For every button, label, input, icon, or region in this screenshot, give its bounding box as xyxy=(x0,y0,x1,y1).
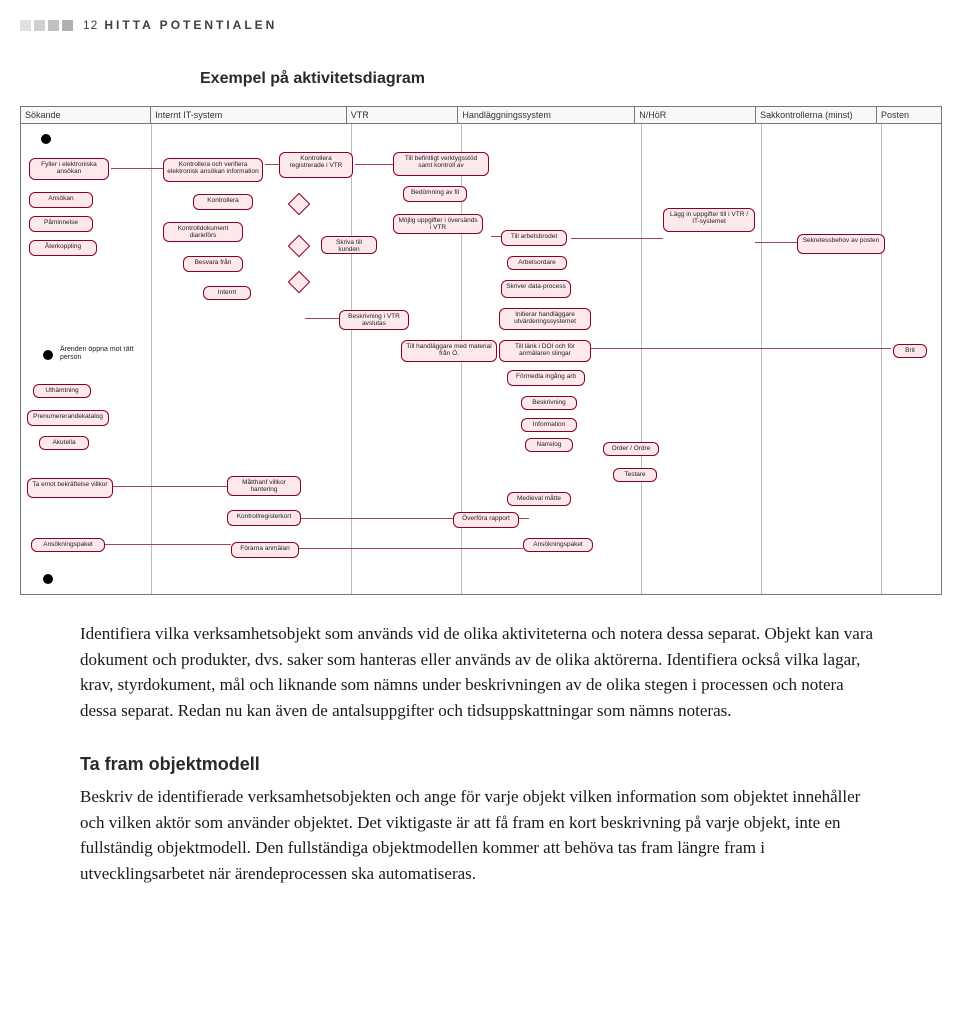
activity-node: Kontrollera xyxy=(193,194,253,210)
lane-divider xyxy=(761,124,762,594)
swimlane-header: Posten xyxy=(877,107,941,123)
activity-node: Ansökan xyxy=(29,192,93,208)
activity-node: Överföra rapport xyxy=(453,512,519,528)
activity-node: Ansökningspaket xyxy=(523,538,593,552)
connector xyxy=(491,236,501,237)
connector xyxy=(305,318,339,319)
paragraph-2: Beskriv de identifierade verksamhetsobje… xyxy=(80,784,880,886)
connector xyxy=(571,238,663,239)
activity-node: Kontrollera registrerade i VTR xyxy=(279,152,353,178)
activity-node: Bedömning av fil xyxy=(403,186,467,202)
activity-node: Till arbetsbrodet xyxy=(501,230,567,246)
activity-node: Brit xyxy=(893,344,927,358)
section-label: HITTA POTENTIALEN xyxy=(104,18,277,32)
activity-node: Påminnelse xyxy=(29,216,93,232)
header-square xyxy=(34,20,45,31)
connector xyxy=(113,486,227,487)
lane-divider xyxy=(641,124,642,594)
activity-node: Beskrivning xyxy=(521,396,577,410)
activity-node: Till länk i DOI och för anmälaren slinga… xyxy=(499,340,591,362)
activity-node: Fyller i elektroniska ansökan xyxy=(29,158,109,180)
activity-node: Narrelog xyxy=(525,438,573,452)
connector xyxy=(299,548,523,549)
header-square xyxy=(48,20,59,31)
swimlane-header: Internt IT-system xyxy=(151,107,347,123)
activity-node: Till handläggare med material från Ö. xyxy=(401,340,497,362)
activity-node: Möjlig uppgifter i översänds i VTR xyxy=(393,214,483,234)
running-header: 12 HITTA POTENTIALEN xyxy=(20,18,880,32)
activity-node: Till befintligt verktygsstöd samt kontro… xyxy=(393,152,489,176)
activity-node: Initierar handläggare utvärderingssystem… xyxy=(499,308,591,330)
connector xyxy=(111,168,163,169)
activity-node: Förmedla ingång arb xyxy=(507,370,585,386)
header-square xyxy=(20,20,31,31)
lane-divider xyxy=(351,124,352,594)
activity-node: Information xyxy=(521,418,577,432)
lane-divider xyxy=(881,124,882,594)
activity-node: Lägg in uppgifter till i VTR / IT-system… xyxy=(663,208,755,232)
activity-node: Internt xyxy=(203,286,251,300)
connector xyxy=(755,242,797,243)
connector xyxy=(301,518,453,519)
header-square xyxy=(62,20,73,31)
decision-node xyxy=(288,235,311,258)
swimlane-header: Sökande xyxy=(21,107,151,123)
heading-objektmodell: Ta fram objektmodell xyxy=(80,751,880,778)
activity-node: Skriver data-process xyxy=(501,280,571,298)
activity-node: Prenumererandekatalog xyxy=(27,410,109,426)
activity-node: Uthämtning xyxy=(33,384,91,398)
activity-node: Sekretessbehov av posten xyxy=(797,234,885,254)
activity-node: Ansökningspaket xyxy=(31,538,105,552)
activity-node: Beskrivning i VTR avslutas xyxy=(339,310,409,330)
header-squares xyxy=(20,20,73,31)
decision-node xyxy=(288,193,311,216)
activity-node: Besvara från xyxy=(183,256,243,272)
start-end-node xyxy=(43,574,53,584)
activity-node: Återkoppling xyxy=(29,240,97,256)
activity-node: Kontrolldokument diarieförs xyxy=(163,222,243,242)
activity-node: Kontrollera och verifiera elektronisk an… xyxy=(163,158,263,182)
connector xyxy=(355,164,393,165)
diagram-canvas: Fyller i elektroniska ansökan Ansökan Påmi… xyxy=(21,124,941,594)
connector xyxy=(265,164,279,165)
decision-node xyxy=(288,271,311,294)
activity-node: Förarna anmälan xyxy=(231,542,299,558)
activity-node: Kontrollregisterkort xyxy=(227,510,301,526)
body-text: Identifiera vilka verksamhetsobjekt som … xyxy=(80,621,880,886)
page-number: 12 xyxy=(83,18,98,32)
activity-node: Arbetsordare xyxy=(507,256,567,270)
activity-node: Skriva till kunden xyxy=(321,236,377,254)
swimlane-header: N/HöR xyxy=(635,107,756,123)
activity-node: Medieval måtte xyxy=(507,492,571,506)
swimlane-header: VTR xyxy=(347,107,459,123)
swimlane-header: Handläggningssystem xyxy=(458,107,635,123)
figure-caption: Exempel på aktivitetsdiagram xyxy=(200,70,880,88)
lane-divider xyxy=(151,124,152,594)
activity-node: Akutella xyxy=(39,436,89,450)
start-end-node xyxy=(41,134,51,144)
activity-diagram: SökandeInternt IT-systemVTRHandläggnings… xyxy=(20,106,942,595)
activity-node: Ta emot bekräftelse villkor xyxy=(27,478,113,498)
paragraph-1: Identifiera vilka verksamhetsobjekt som … xyxy=(80,621,880,723)
swimlane-header: Sakkontrollerna (minst) xyxy=(756,107,877,123)
activity-node: Testare xyxy=(613,468,657,482)
activity-node: Måtthanf villkor hantering xyxy=(227,476,301,496)
swimlane-headers: SökandeInternt IT-systemVTRHandläggnings… xyxy=(21,107,941,124)
activity-node: Order / Ordre xyxy=(603,442,659,456)
connector xyxy=(519,518,529,519)
connector xyxy=(591,348,891,349)
start-end-node xyxy=(43,350,53,360)
connector xyxy=(105,544,231,545)
activity-node: Ärenden öppna mot rätt person xyxy=(57,344,141,364)
